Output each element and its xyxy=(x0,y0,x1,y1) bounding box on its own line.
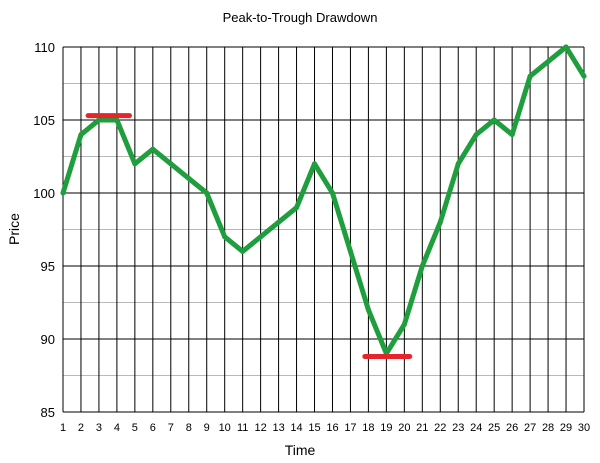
x-tick-label: 21 xyxy=(416,422,428,434)
data-point xyxy=(168,161,174,167)
data-point xyxy=(401,321,407,327)
data-point xyxy=(419,263,425,269)
data-point xyxy=(186,175,192,181)
data-point xyxy=(437,219,443,225)
x-tick-label: 8 xyxy=(186,422,192,434)
data-point xyxy=(132,161,138,167)
data-point xyxy=(365,307,371,313)
y-tick-label: 110 xyxy=(34,40,55,55)
x-tick-label: 1 xyxy=(60,422,66,434)
x-tick-label: 29 xyxy=(560,422,572,434)
data-point xyxy=(222,234,228,240)
data-point xyxy=(563,44,569,50)
data-point xyxy=(581,73,587,79)
x-tick-label: 22 xyxy=(434,422,446,434)
series-line xyxy=(60,44,587,357)
data-point xyxy=(78,132,84,138)
y-tick-label: 100 xyxy=(33,186,55,201)
x-tick-label: 17 xyxy=(344,422,356,434)
y-tick-label: 105 xyxy=(33,113,55,128)
x-tick-label: 6 xyxy=(150,422,156,434)
data-point xyxy=(258,234,264,240)
x-tick-label: 12 xyxy=(254,422,266,434)
x-tick-label: 28 xyxy=(542,422,554,434)
x-tick-label: 30 xyxy=(578,422,590,434)
data-point xyxy=(347,248,353,254)
data-point xyxy=(527,73,533,79)
major-gridlines xyxy=(62,46,585,413)
x-tick-label: 20 xyxy=(398,422,410,434)
data-point xyxy=(60,190,66,196)
data-point xyxy=(473,132,479,138)
x-tick-label: 10 xyxy=(219,422,231,434)
y-tick-label: 95 xyxy=(41,259,55,274)
chart-title: Peak-to-Trough Drawdown xyxy=(223,10,378,25)
x-tick-label: 9 xyxy=(204,422,210,434)
x-tick-label: 16 xyxy=(326,422,338,434)
price-series xyxy=(60,44,587,357)
x-tick-label: 19 xyxy=(380,422,392,434)
data-point xyxy=(240,248,246,254)
y-axis-label: Price xyxy=(6,213,22,245)
data-point xyxy=(312,161,318,167)
data-point xyxy=(114,117,120,123)
x-tick-label: 5 xyxy=(132,422,138,434)
minor-gridlines xyxy=(63,83,584,376)
x-tick-label: 27 xyxy=(524,422,536,434)
x-tick-label: 25 xyxy=(488,422,500,434)
x-tick-label: 4 xyxy=(114,422,120,434)
data-point xyxy=(204,190,210,196)
x-axis-label: Time xyxy=(285,442,316,458)
data-point xyxy=(96,117,102,123)
data-point xyxy=(150,146,156,152)
data-point xyxy=(455,161,461,167)
y-tick-label: 90 xyxy=(41,332,55,347)
x-tick-label: 18 xyxy=(362,422,374,434)
data-point xyxy=(491,117,497,123)
x-tick-label: 24 xyxy=(470,422,482,434)
x-tick-label: 13 xyxy=(272,422,284,434)
x-tick-label: 3 xyxy=(96,422,102,434)
x-tick-label: 23 xyxy=(452,422,464,434)
data-point xyxy=(545,59,551,65)
x-tick-labels: 1 2 3 4 5 6 7 8 9 10 11 12 13 14 15 16 17 18 19 20 21 22 23 24 2… xyxy=(60,422,590,434)
x-tick-label: 14 xyxy=(290,422,302,434)
x-tick-label: 15 xyxy=(308,422,320,434)
x-tick-label: 11 xyxy=(237,422,248,434)
data-point xyxy=(276,219,282,225)
x-tick-label: 7 xyxy=(168,422,174,434)
data-point xyxy=(294,205,300,211)
y-tick-labels: 85 90 95 100 105 110 xyxy=(33,40,55,420)
drawdown-markers xyxy=(85,113,413,360)
x-tick-label: 2 xyxy=(78,422,84,434)
data-point xyxy=(329,190,335,196)
y-tick-label: 85 xyxy=(41,405,55,420)
data-point xyxy=(509,132,515,138)
x-tick-label: 26 xyxy=(506,422,518,434)
